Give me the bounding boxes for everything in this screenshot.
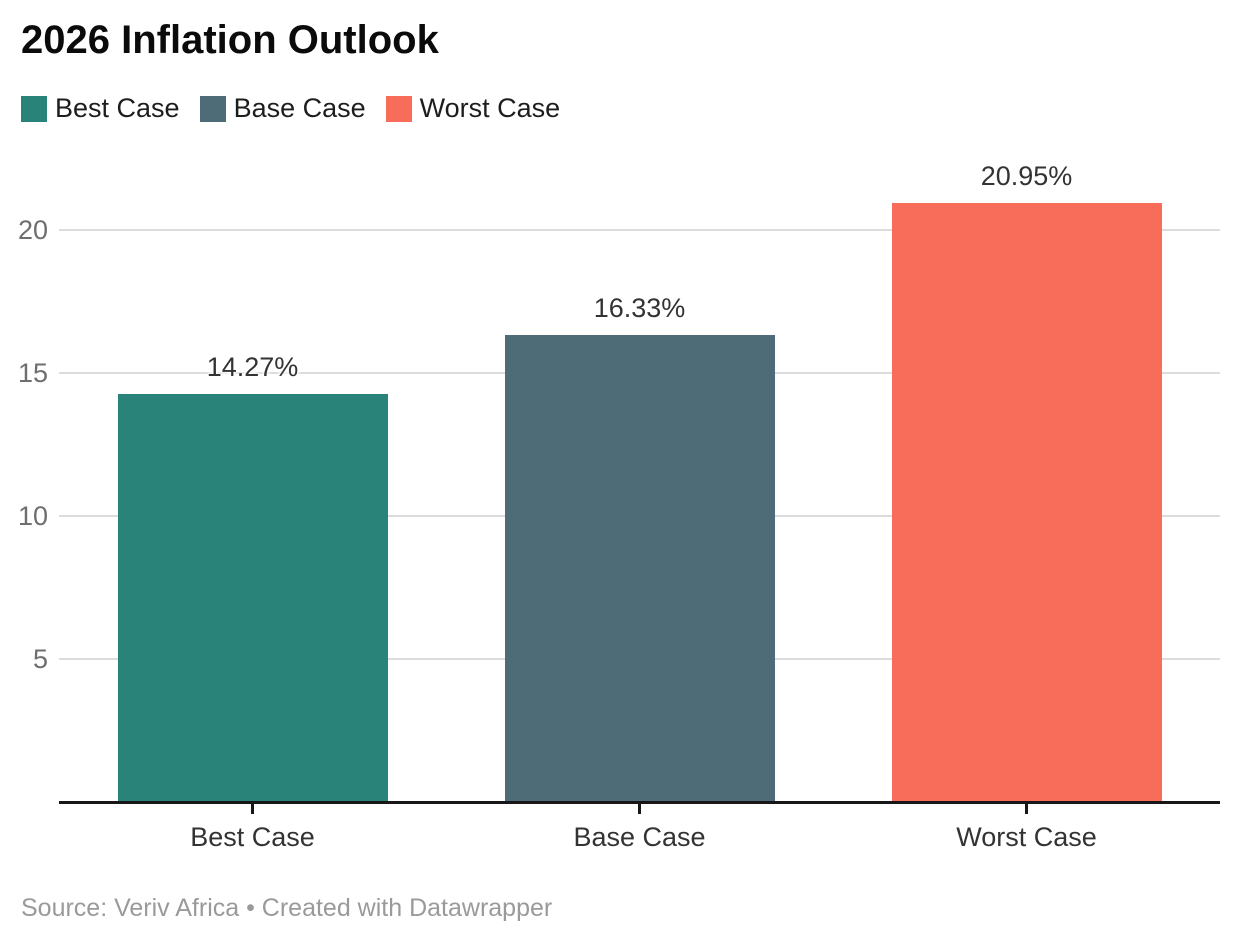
y-axis-tick-label: 5 xyxy=(32,644,48,674)
legend: Best Case Base Case Worst Case xyxy=(21,93,580,124)
x-axis-line xyxy=(59,801,1220,804)
legend-swatch-icon xyxy=(21,95,47,122)
x-axis-category-label: Worst Case xyxy=(956,822,1097,852)
bar-worst-case xyxy=(891,202,1162,802)
bar-base-case xyxy=(504,334,775,802)
bar-best-case xyxy=(117,393,388,802)
y-axis-tick-label: 20 xyxy=(17,215,48,245)
bar-value-label: 14.27% xyxy=(206,351,299,382)
legend-swatch-icon xyxy=(385,95,412,122)
bar-value-label: 16.33% xyxy=(593,292,686,323)
x-axis-tick xyxy=(1025,804,1028,814)
gridline xyxy=(59,229,1220,231)
legend-label: Worst Case xyxy=(419,93,561,123)
legend-item-base-case: Base Case xyxy=(199,93,366,124)
x-axis-category-label: Base Case xyxy=(573,822,706,852)
x-axis-tick xyxy=(638,804,641,814)
bar-value-label: 20.95% xyxy=(980,160,1073,191)
x-axis-category-label: Best Case xyxy=(190,822,315,852)
source-note: Source: Veriv Africa • Created with Data… xyxy=(21,894,553,922)
legend-label: Base Case xyxy=(233,93,366,123)
legend-swatch-icon xyxy=(199,95,226,122)
legend-item-worst-case: Worst Case xyxy=(385,93,561,124)
x-axis-tick xyxy=(251,804,254,814)
legend-item-best-case: Best Case xyxy=(21,93,180,124)
y-axis-tick-label: 15 xyxy=(17,358,48,388)
y-axis-tick-label: 10 xyxy=(17,501,48,531)
chart-title: 2026 Inflation Outlook xyxy=(21,18,439,62)
legend-label: Best Case xyxy=(55,93,180,123)
